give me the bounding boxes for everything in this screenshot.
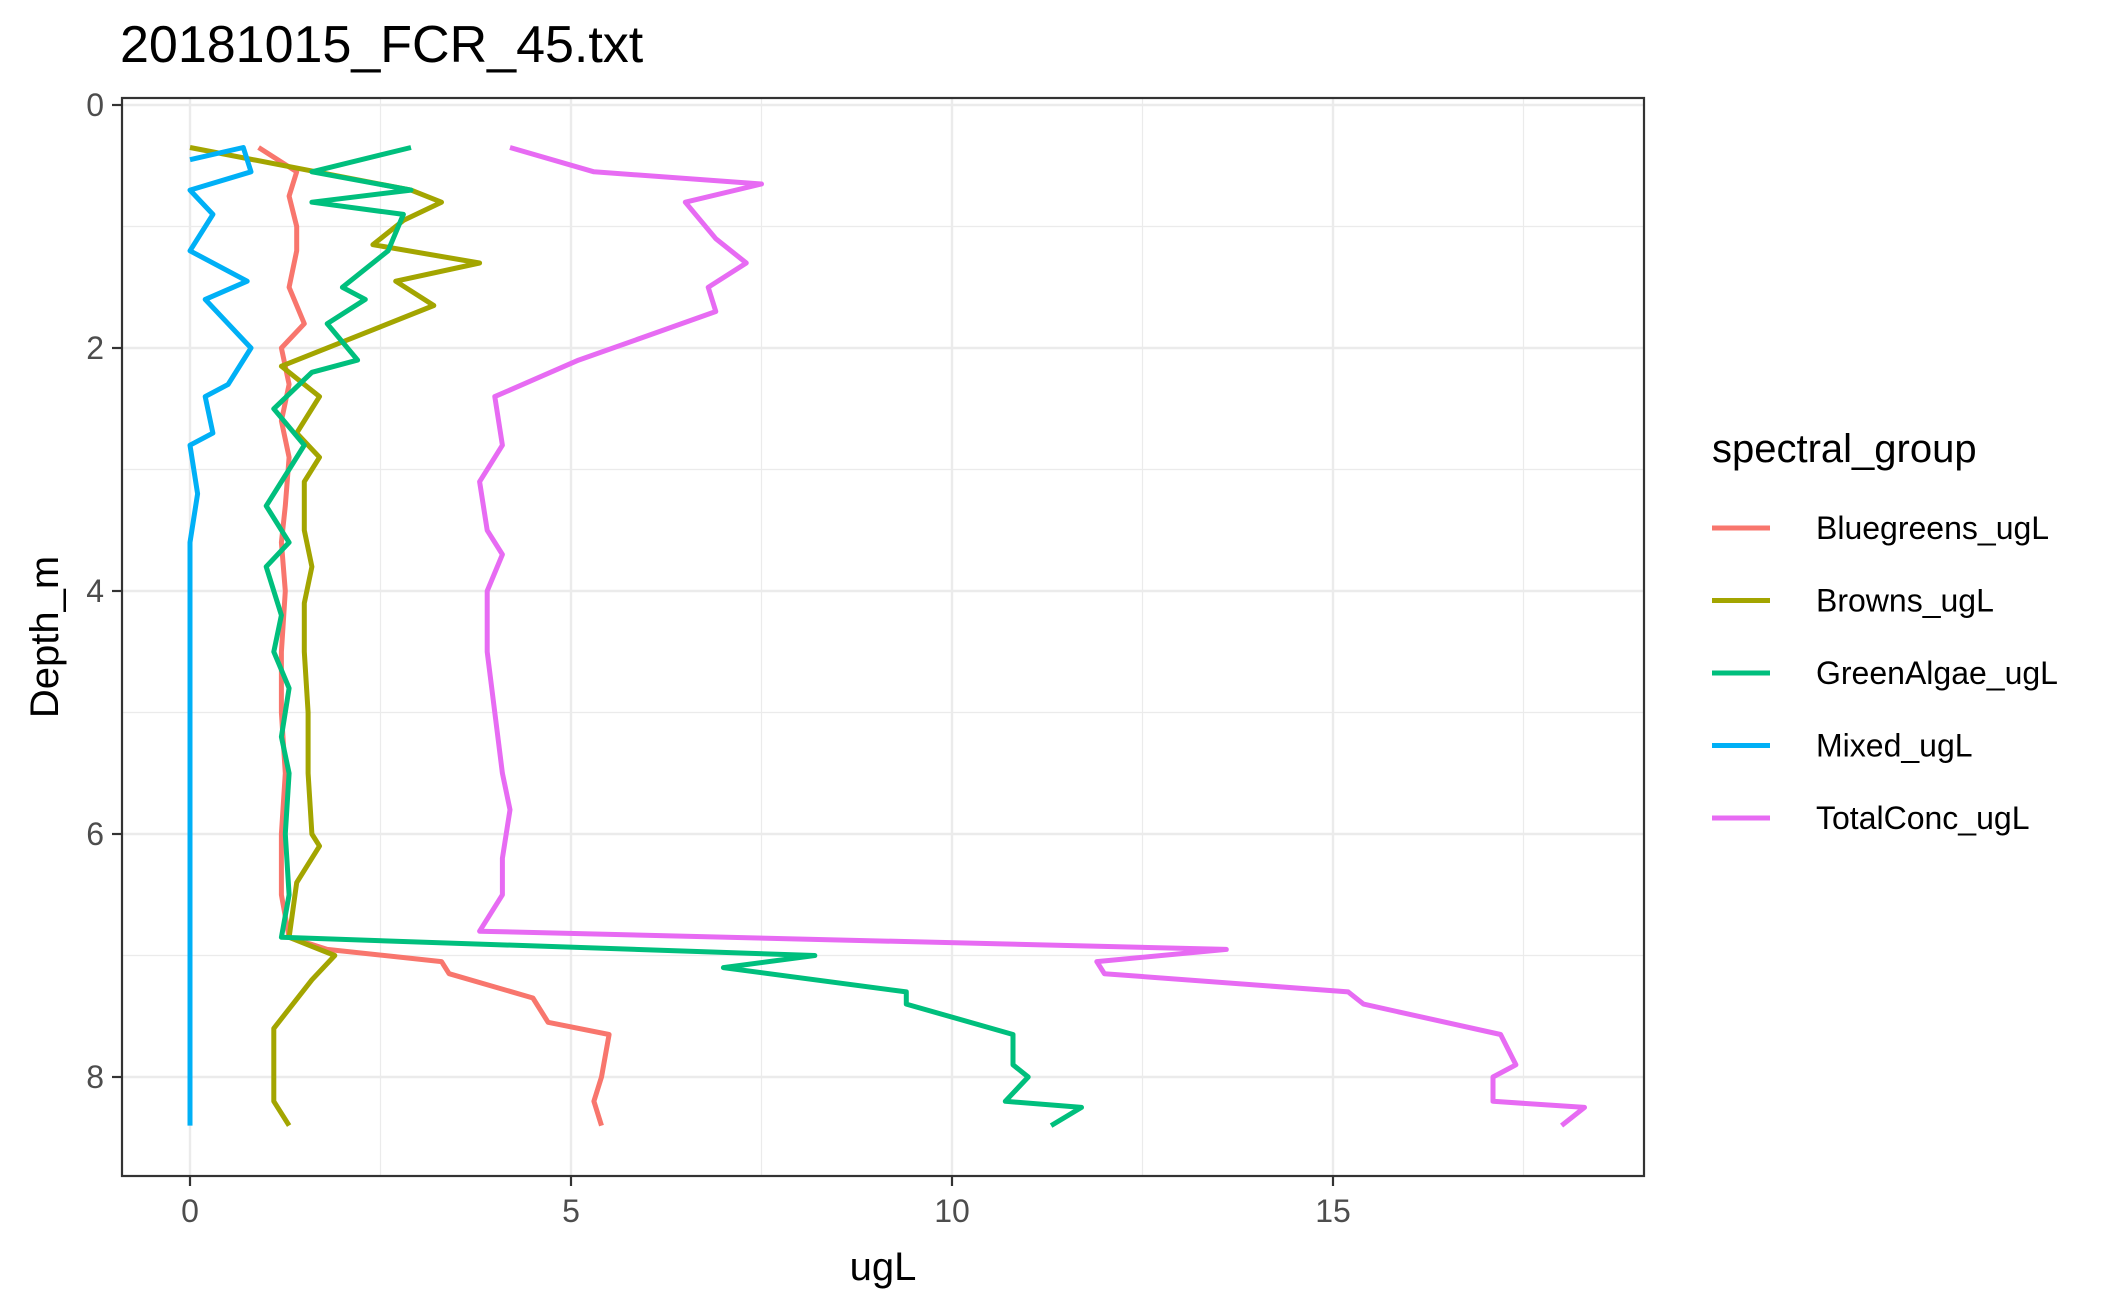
chart-title: 20181015_FCR_45.txt [120, 16, 644, 74]
x-tick-label: 15 [1315, 1193, 1351, 1229]
series-layer [187, 145, 1587, 1128]
legend-label-Bluegreens_ugL: Bluegreens_ugL [1816, 510, 2049, 546]
x-tick-label: 10 [934, 1193, 970, 1229]
y-axis-title: Depth_m [23, 556, 67, 718]
legend-label-TotalConc_ugL: TotalConc_ugL [1816, 800, 2029, 836]
y-tick-label: 6 [86, 816, 104, 852]
legend-label-Browns_ugL: Browns_ugL [1816, 583, 1994, 619]
series-line-Browns_ugL [189, 145, 483, 1127]
legend-label-Mixed_ugL: Mixed_ugL [1816, 728, 1973, 764]
series-line-Mixed_ugL [187, 145, 254, 1126]
y-tick-label: 8 [86, 1059, 104, 1095]
y-tick-label: 0 [86, 87, 104, 123]
legend-title: spectral_group [1712, 427, 1977, 471]
plot-panel [122, 98, 1644, 1176]
series-line-TotalConc_ugL [477, 145, 1587, 1128]
x-axis: 0 5 10 15 [181, 1176, 1351, 1229]
y-tick-label: 4 [86, 573, 104, 609]
series-line-GreenAlgae_ugL [263, 145, 1084, 1128]
x-tick-label: 5 [562, 1193, 580, 1229]
plot-border [120, 96, 1646, 1178]
legend-label-GreenAlgae_ugL: GreenAlgae_ugL [1816, 655, 2058, 691]
y-axis: 0 2 4 6 8 [86, 87, 122, 1095]
x-axis-title: ugL [850, 1245, 917, 1289]
series-line-Bluegreens_ugL [257, 145, 612, 1127]
y-tick-label: 2 [86, 330, 104, 366]
legend: spectral_group Bluegreens_ugL Browns_ugL G… [1712, 427, 2058, 836]
x-tick-label: 0 [181, 1193, 199, 1229]
